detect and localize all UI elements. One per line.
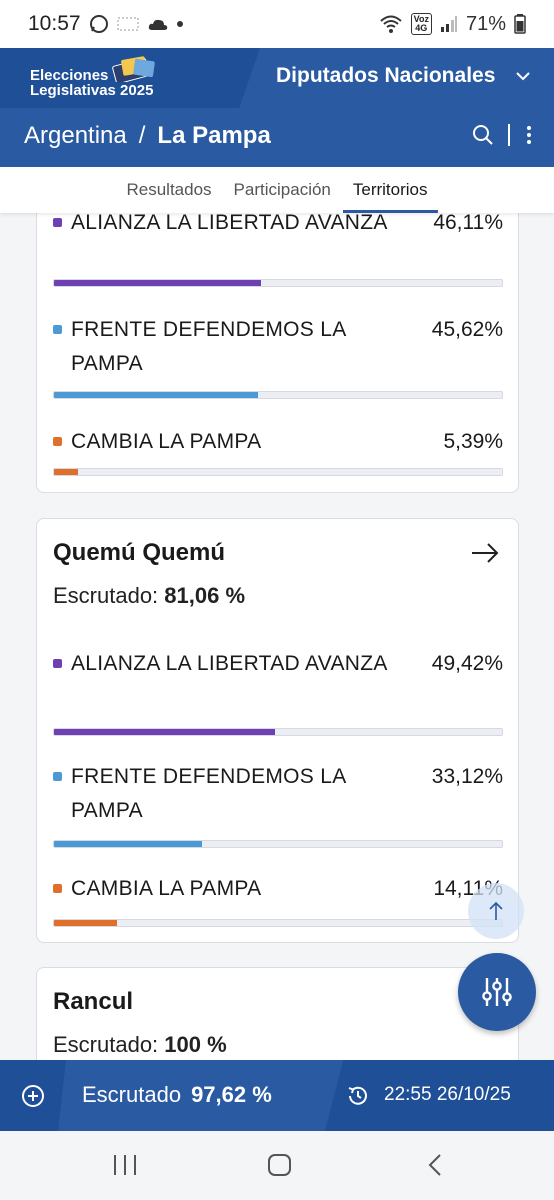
logo-block[interactable]: Elecciones Legislativas 2025 — [0, 48, 260, 108]
chamber-selector[interactable]: Diputados Nacionales — [276, 64, 496, 87]
total-scrutiny: Escrutado 97,62 % — [82, 1082, 272, 1108]
party-bar — [53, 919, 503, 927]
logo-text: Elecciones Legislativas 2025 — [30, 68, 153, 98]
scrutiny-label: Escrutado: — [53, 1032, 159, 1057]
home-icon[interactable] — [267, 1153, 293, 1177]
sliders-icon — [482, 978, 512, 1006]
status-time: 10:57 — [28, 12, 81, 35]
battery-percent: 71% — [465, 12, 506, 35]
party-percent: 45,62% — [431, 318, 503, 341]
territory-name: Quemú Quemú — [53, 539, 226, 566]
territory-name: Rancul — [53, 988, 134, 1015]
party-name: CAMBIA LA PAMPA — [71, 430, 262, 453]
back-icon[interactable] — [426, 1153, 444, 1177]
territory-scrutiny: Escrutado: 100 % — [53, 1032, 227, 1058]
header-divider — [508, 124, 510, 146]
party-color-dot — [53, 218, 62, 227]
party-bar-fill — [54, 729, 276, 735]
tab-bar: Resultados Participación Territorios — [0, 167, 554, 213]
party-name: CAMBIA LA PAMPA — [71, 877, 262, 900]
scroll-top-button[interactable] — [468, 883, 524, 939]
territory-card[interactable]: Rancul Escrutado: 100 % — [36, 967, 519, 1060]
logo-line2: Legislativas 2025 — [30, 82, 154, 99]
breadcrumb-current: La Pampa — [157, 122, 271, 149]
recents-icon[interactable] — [112, 1153, 138, 1177]
total-scrutiny-label: Escrutado — [82, 1082, 182, 1107]
party-bar-fill — [54, 841, 203, 847]
scrutiny-value: 81,06 % — [164, 583, 246, 608]
whatsapp-icon — [89, 15, 108, 33]
party-color-dot — [53, 659, 62, 668]
battery-icon — [514, 14, 526, 34]
party-bar — [53, 728, 503, 736]
tab-participacion[interactable]: Participación — [233, 180, 331, 199]
breadcrumb-separator: / — [138, 122, 146, 149]
party-percent: 33,12% — [431, 765, 503, 788]
notification-dot-icon — [176, 21, 183, 27]
system-nav-bar — [0, 1131, 554, 1200]
search-icon[interactable] — [472, 124, 494, 146]
chevron-down-icon[interactable] — [513, 66, 533, 86]
ballot-logo-icon — [112, 56, 155, 82]
summary-bar: Escrutado 97,62 % 22:55 26/10/25 — [0, 1060, 554, 1131]
update-time-block — [325, 1060, 554, 1131]
party-bar-fill — [54, 280, 261, 286]
volte-badge: Voz 4G — [410, 13, 432, 35]
status-bar: 10:57 Voz 4G 71% — [0, 0, 554, 48]
party-percent: 46,11% — [433, 213, 503, 234]
party-bar — [53, 279, 503, 287]
breadcrumb: Argentina / La Pampa — [24, 122, 271, 150]
scrutiny-label: Escrutado: — [53, 583, 159, 608]
party-name: ALIANZA LA LIBERTAD AVANZA — [71, 213, 388, 234]
expand-button[interactable] — [0, 1060, 66, 1131]
signal-icon — [440, 16, 457, 32]
arrow-up-icon — [489, 901, 503, 920]
party-bar-fill — [54, 392, 259, 398]
party-color-dot — [53, 772, 62, 781]
party-name: FRENTE DEFENDEMOS LA PAMPA — [71, 318, 346, 375]
party-bar — [53, 840, 503, 848]
party-name: ALIANZA LA LIBERTAD AVANZA — [71, 652, 388, 675]
party-percent: 5,39% — [443, 430, 503, 453]
tab-resultados[interactable]: Resultados — [126, 180, 212, 199]
scrutiny-value: 100 % — [164, 1032, 227, 1057]
territory-card[interactable]: Quemú Quemú Escrutado: 81,06 % ALIANZA L… — [36, 518, 519, 943]
cloud-icon — [148, 19, 167, 30]
tab-territorios[interactable]: Territorios — [342, 167, 438, 213]
wifi-icon — [379, 15, 402, 33]
more-vert-icon[interactable] — [524, 124, 534, 146]
app-header: Elecciones Legislativas 2025 Diputados N… — [0, 48, 554, 167]
party-color-dot — [53, 325, 62, 334]
plus-circle-icon — [22, 1084, 44, 1107]
logo-line1: Elecciones — [30, 67, 109, 84]
history-clock-icon — [348, 1086, 367, 1105]
arrow-right-icon[interactable] — [470, 541, 500, 565]
total-scrutiny-value: 97,62 % — [191, 1082, 272, 1107]
territory-scrutiny: Escrutado: 81,06 % — [53, 583, 245, 609]
party-percent: 49,42% — [431, 652, 503, 675]
party-bar — [53, 468, 503, 476]
party-bar-fill — [54, 920, 118, 926]
party-color-dot — [53, 884, 62, 893]
gallery-icon — [117, 17, 139, 31]
party-bar-fill — [54, 469, 79, 475]
party-name: FRENTE DEFENDEMOS LA PAMPA — [71, 765, 346, 822]
territories-list[interactable]: ALIANZA LA LIBERTAD AVANZA 46,11% FRENTE… — [0, 213, 554, 1060]
update-timestamp: 22:55 26/10/25 — [384, 1084, 511, 1105]
breadcrumb-root[interactable]: Argentina — [24, 122, 127, 149]
filter-fab-button[interactable] — [458, 953, 536, 1031]
party-bar — [53, 391, 503, 399]
territory-card[interactable]: ALIANZA LA LIBERTAD AVANZA 46,11% FRENTE… — [36, 213, 519, 493]
party-color-dot — [53, 437, 62, 446]
